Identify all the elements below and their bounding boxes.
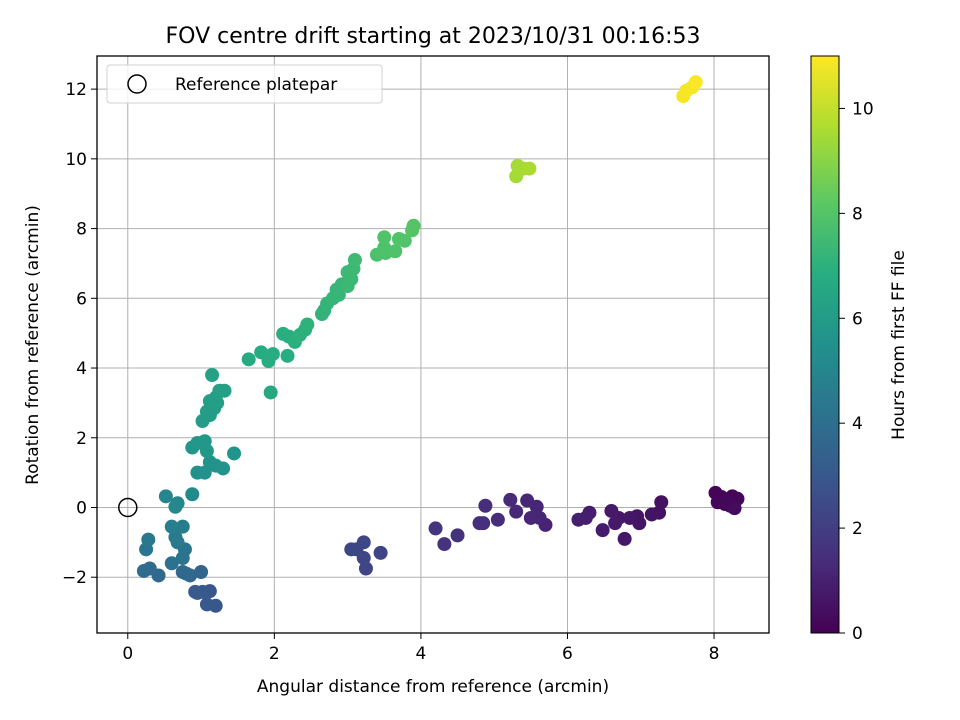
scatter-point	[373, 545, 388, 560]
scatter-point	[158, 489, 173, 504]
scatter-point	[217, 383, 232, 398]
colorbar-label: Hours from first FF file	[889, 250, 909, 440]
y-axis-label: Rotation from reference (arcmin)	[23, 205, 43, 485]
scatter-point	[503, 492, 518, 507]
scatter-point	[141, 532, 156, 547]
scatter-point	[522, 161, 537, 176]
x-tick-label: 8	[709, 644, 720, 664]
x-tick-label: 4	[415, 644, 426, 664]
y-tick-label: 12	[65, 80, 87, 100]
scatter-point	[344, 542, 359, 557]
colorbar-tick-label: 10	[852, 99, 874, 119]
scatter-point	[199, 444, 214, 459]
scatter-point	[571, 512, 586, 527]
colorbar-tick-label: 2	[852, 519, 863, 539]
data-points	[136, 75, 745, 613]
x-tick-label: 0	[122, 644, 133, 664]
colorbar-ticks: 0 2 4 6 8 10	[839, 99, 874, 644]
y-tick-label: 6	[76, 289, 87, 309]
scatter-point	[136, 563, 151, 578]
colorbar-gradient	[810, 55, 840, 634]
y-tick-label: −2	[62, 568, 87, 588]
y-axis-ticks: −2 0 2 4 6 8 10 12	[62, 80, 97, 588]
legend-box	[106, 64, 383, 104]
scatter-point	[347, 252, 362, 267]
scatter-point	[654, 495, 669, 510]
scatter-point	[241, 352, 256, 367]
y-tick-label: 0	[76, 498, 87, 518]
colorbar: 0 2 4 6 8 10 Hours from first FF file	[810, 55, 909, 644]
grid-lines	[97, 56, 769, 633]
x-tick-label: 6	[562, 644, 573, 664]
colorbar-tick-label: 6	[852, 309, 863, 329]
plot-frame	[96, 55, 770, 634]
scatter-point	[478, 498, 493, 513]
colorbar-tick-label: 4	[852, 414, 863, 434]
scatter-point	[276, 326, 291, 341]
scatter-point	[175, 564, 190, 579]
scatter-point	[265, 347, 280, 362]
scatter-point	[377, 230, 392, 245]
scatter-point	[175, 519, 190, 534]
scatter-point	[450, 528, 465, 543]
legend: Reference platepar	[106, 64, 383, 104]
scatter-point	[608, 516, 623, 531]
scatter-point	[509, 504, 524, 519]
scatter-point	[164, 519, 179, 534]
scatter-point	[406, 218, 421, 233]
colorbar-tick-label: 0	[852, 624, 863, 644]
scatter-point	[520, 493, 535, 508]
scatter-point	[263, 385, 278, 400]
scatter-point	[227, 446, 242, 461]
scatter-point	[185, 487, 200, 502]
scatter-point	[188, 584, 203, 599]
y-tick-label: 2	[76, 429, 87, 449]
scatter-point	[280, 348, 295, 363]
x-axis-ticks: 0 2 4 6 8	[122, 633, 719, 664]
scatter-point	[164, 556, 179, 571]
scatter-point	[604, 503, 619, 518]
y-tick-label: 8	[76, 220, 87, 240]
legend-marker	[127, 74, 147, 94]
x-axis-label: Angular distance from reference (arcmin)	[257, 677, 609, 697]
scatter-point	[358, 561, 373, 576]
scatter-point	[194, 564, 209, 579]
scatter-point	[216, 461, 231, 476]
scatter-point	[397, 233, 412, 248]
scatter-point	[199, 597, 214, 612]
chart-title: FOV centre drift starting at 2023/10/31 …	[166, 24, 701, 49]
scatter-point	[428, 521, 443, 536]
scatter-point	[472, 516, 487, 531]
scatter-point	[437, 537, 452, 552]
scatter-point	[205, 368, 220, 383]
colorbar-tick-label: 8	[852, 204, 863, 224]
scatter-point	[388, 244, 403, 259]
scatter-point	[688, 75, 703, 90]
scatter-point	[595, 523, 610, 538]
scatter-point	[720, 492, 735, 507]
reference-marker	[118, 497, 138, 518]
x-tick-label: 2	[269, 644, 280, 664]
y-tick-label: 4	[76, 359, 87, 379]
scatter-point	[168, 499, 183, 514]
y-tick-label: 10	[65, 150, 87, 170]
scatter-point	[300, 317, 315, 332]
scatter-point	[644, 507, 659, 522]
legend-entry-label: Reference platepar	[175, 75, 337, 95]
scatter-point	[523, 510, 538, 525]
scatter-point	[377, 240, 392, 255]
scatter-point	[197, 465, 212, 480]
scatter-point	[617, 531, 632, 546]
scatter-point	[622, 510, 637, 525]
scatter-point	[490, 512, 505, 527]
